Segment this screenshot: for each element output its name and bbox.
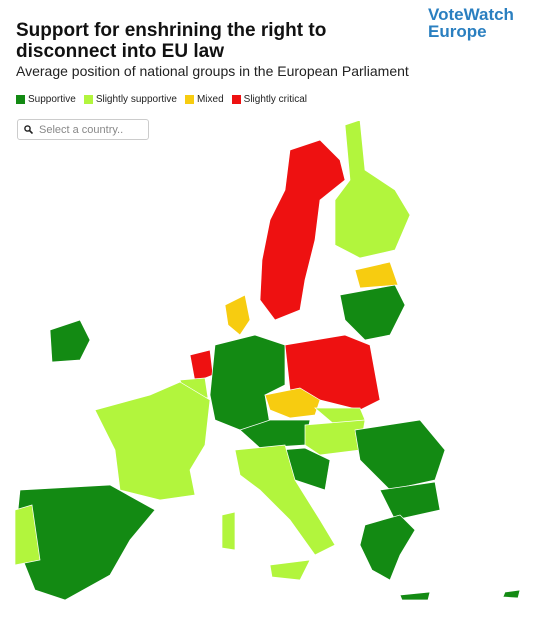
country[interactable] <box>49 319 91 363</box>
legend-item: Supportive <box>16 94 76 105</box>
logo-line: Europe <box>428 22 487 41</box>
country[interactable] <box>14 504 41 566</box>
legend-item: Slightly supportive <box>83 94 177 105</box>
subtitle: Average position of national groups in t… <box>16 63 409 79</box>
country[interactable] <box>354 419 446 491</box>
legend: Supportive Slightly supportive Mixed Slight… <box>16 94 307 105</box>
country[interactable] <box>379 481 441 521</box>
search-placeholder: Select a country.. <box>39 123 124 136</box>
legend-label: Supportive <box>28 94 76 105</box>
legend-label: Mixed <box>196 94 224 105</box>
country[interactable] <box>304 419 366 456</box>
country[interactable] <box>359 514 416 581</box>
country-search[interactable]: Select a country.. <box>17 119 149 140</box>
logo-line: VoteWatch <box>428 5 514 24</box>
country[interactable] <box>334 119 411 259</box>
legend-swatch <box>83 95 93 104</box>
logo[interactable]: VoteWatch Europe <box>414 6 514 40</box>
country[interactable] <box>269 559 311 581</box>
country[interactable] <box>339 284 406 341</box>
legend-swatch <box>231 95 241 104</box>
country[interactable] <box>502 589 521 599</box>
country[interactable] <box>399 591 431 601</box>
country[interactable] <box>209 334 286 431</box>
title: Support for enshrining the right to disc… <box>16 20 327 62</box>
legend-swatch <box>16 95 25 104</box>
country[interactable] <box>221 511 236 551</box>
legend-label: Slightly supportive <box>95 94 177 105</box>
legend-item: Slightly critical <box>231 94 308 105</box>
legend-swatch <box>184 95 194 104</box>
legend-label: Slightly critical <box>243 94 308 105</box>
country[interactable] <box>354 261 399 289</box>
country[interactable] <box>259 139 346 321</box>
legend-item: Mixed <box>184 94 224 105</box>
country[interactable] <box>94 381 211 501</box>
country[interactable] <box>189 349 214 383</box>
search-icon <box>24 125 33 134</box>
country[interactable] <box>234 444 336 556</box>
country[interactable] <box>264 387 321 419</box>
country[interactable] <box>224 294 251 336</box>
